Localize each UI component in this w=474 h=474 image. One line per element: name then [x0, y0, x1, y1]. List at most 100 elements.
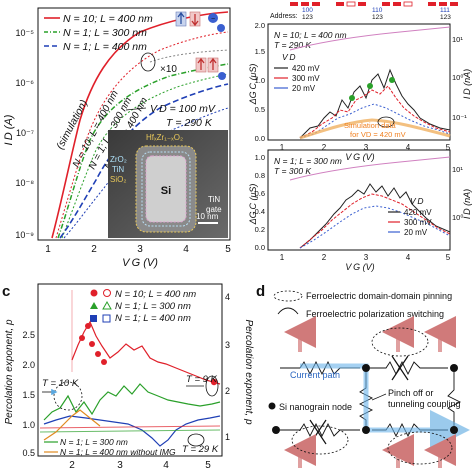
- inset-hf: HfₓZr₁₋ₓO₂: [146, 133, 183, 142]
- c-xtick-3: 4: [163, 460, 169, 471]
- panel-a-ylabel: I D (A): [3, 114, 15, 145]
- tem-inset: HfₓZr₁₋ₓO₂ ZrO₂ TiN SiO₂ Si TiN gate 10 …: [108, 130, 228, 238]
- panel-a-curve-green-2: [61, 73, 229, 239]
- c-flat-green: [39, 429, 221, 433]
- panel-a-xticks: 1 2 3 4 5: [45, 244, 231, 255]
- b-bot-blue: [299, 205, 451, 249]
- panel-d: d Ferroelectric domain-domain pinning Fe…: [256, 283, 470, 468]
- b-top-sim-label: Simulation data: [344, 121, 397, 130]
- inset-sio: SiO₂: [110, 175, 126, 184]
- panel-a-ytick-5: 10⁻⁹: [15, 230, 34, 240]
- panel-c-frame: [37, 283, 223, 457]
- panel-a-legend: N = 10; L = 400 nm N = 1; L = 300 nm N =…: [44, 13, 153, 53]
- panel-a-ytick-1: 10⁻⁵: [16, 28, 35, 38]
- inset-si: Si: [161, 185, 171, 197]
- b-bot-xtick-1: 1: [280, 253, 285, 262]
- b-top-vd-title: V D: [282, 52, 296, 62]
- b-bot-line-1: N = 1; L = 300 nm: [274, 156, 342, 166]
- d-pinning: Ferroelectric domain-domain pinning: [306, 291, 452, 301]
- c-flat-red: [39, 425, 221, 429]
- panel-a-temp: T = 290 K: [166, 117, 213, 129]
- c-t9: T = 9 K: [186, 374, 218, 385]
- b-top-ytick-2: 0.5: [255, 105, 265, 114]
- c-ytick-2: 1.0: [22, 420, 35, 430]
- c-ytick-r4: 4: [225, 292, 230, 302]
- b-bot-red: [299, 193, 451, 249]
- panel-a-xlabel: V G (V): [122, 257, 158, 269]
- inset-tin-gate: TiN: [208, 195, 220, 204]
- panel-b: Address: 100 123 110 123 111 123 N = 10;…: [248, 1, 472, 272]
- panel-a-yticks: 10⁻⁵ 10⁻⁶ 10⁻⁷ 10⁻⁸ 10⁻⁹: [15, 28, 34, 240]
- b-top-line-2: T = 290 K: [274, 40, 311, 50]
- panel-a: 10⁻⁵ 10⁻⁶ 10⁻⁷ 10⁻⁸ 10⁻⁹ 1 2 3 4 5 I D (…: [3, 7, 231, 269]
- b-bot-black: [299, 183, 451, 249]
- c-red-line: [71, 320, 221, 385]
- b-bot-ytick-2: 0.2: [255, 225, 265, 234]
- b-bot-xtick-4: 4: [406, 253, 411, 262]
- c-legend-3: N = 1; L = 400 nm: [115, 313, 191, 324]
- panel-c-legend: N = 10; L = 400 nm N = 1; L = 300 nm N =…: [90, 289, 196, 324]
- panel-d-label: d: [256, 283, 265, 300]
- d-pinning-ellipse-bottom: [291, 425, 349, 455]
- c-ytick-4: 2.0: [22, 360, 35, 370]
- panel-a-xtick-3: 3: [137, 244, 143, 255]
- spin-arrows-icon-2: [195, 57, 226, 80]
- c-ytick-3: 1.5: [22, 390, 35, 400]
- panel-a-legend-1: N = 10; L = 400 nm: [63, 13, 153, 25]
- address-3b: 123: [440, 14, 451, 21]
- panel-a-x10: ×10: [160, 64, 177, 75]
- c-ytick-r2: 2: [225, 386, 230, 396]
- b-top-ylabel-right: I D (nA): [462, 69, 472, 99]
- b-bot-ylabel: ΔG C (μS): [248, 184, 258, 226]
- c-flat-orange: [43, 409, 101, 441]
- c-ytick-1: 0.5: [22, 448, 35, 458]
- b-top-green-dot-2: [367, 83, 373, 89]
- c-t9-ellipse: [205, 375, 219, 397]
- b-bot-ytick-r1: 10⁰: [452, 213, 463, 222]
- b-top-xtick-1: 1: [280, 143, 285, 152]
- b-top-blue: [299, 103, 451, 139]
- panel-a-legend-3: N = 1; L = 400 nm: [63, 41, 147, 53]
- b-top-ytick-r3: 10¹: [452, 35, 463, 44]
- b-bot-legend-1: 420 mV: [404, 208, 432, 217]
- inset-scale: 10 nm: [196, 212, 219, 221]
- panel-c: c N = 10; L = 400 nm N = 1; L = 300 nm N…: [2, 283, 254, 471]
- b-bot-ytick-3: 0.4: [255, 207, 265, 216]
- panel-a-ytick-4: 10⁻⁸: [15, 178, 34, 188]
- panel-a-curve-blue-2: [63, 107, 229, 239]
- b-top-xtick-5: 5: [446, 143, 451, 152]
- address-2b: 123: [372, 14, 383, 21]
- b-top-ytick-5: 2.0: [255, 21, 265, 30]
- b-top-line-1: N = 10; L = 400 nm: [274, 30, 347, 40]
- b-bot-vd-title: V D: [410, 196, 424, 206]
- panel-b-bottom: N = 1; L = 300 nm T = 300 K V D 420 mV 3…: [248, 149, 472, 272]
- c-ylabel-right: Percolation exponent, p: [243, 319, 254, 425]
- address-2: 110: [372, 7, 383, 14]
- b-bot-legend-3: 20 mV: [404, 228, 428, 237]
- b-bot-ytick-1: 0.0: [255, 243, 265, 252]
- b-top-ylabel: ΔG C (μS): [248, 64, 258, 106]
- address-1b: 123: [302, 14, 313, 21]
- address-prefix: Address:: [270, 13, 298, 20]
- panel-a-curve-red-sim: [55, 31, 229, 239]
- b-bot-ytick-6: 1.0: [255, 153, 265, 162]
- c-t10-ellipse: [53, 381, 83, 411]
- b-top-idcurve: [289, 26, 451, 51]
- panel-a-legend-2: N = 1; L = 300 nm: [63, 27, 147, 39]
- d-node: Si nanograin node: [279, 402, 352, 412]
- c-ylabel: Percolation exponent, p: [4, 319, 15, 425]
- d-switching: Ferroelectric polarization switching: [306, 309, 444, 319]
- d-pinning-ellipse-top: [371, 327, 429, 357]
- c-xtick-1: 2: [69, 460, 75, 471]
- c-legend-1: N = 10; L = 400 nm: [115, 289, 196, 300]
- c-ytick-r1: 1: [225, 432, 230, 442]
- panel-c-label: c: [2, 283, 10, 300]
- c-t29: T = 29 K: [182, 444, 219, 455]
- panel-a-ytick-3: 10⁻⁷: [16, 128, 34, 138]
- c-t29-ellipse: [187, 433, 205, 447]
- b-bot-line-2: T = 300 K: [274, 166, 311, 176]
- spin-arrows-icon: −: [175, 11, 225, 32]
- b-bot-xtick-5: 5: [446, 253, 451, 262]
- c-ytick-r3: 3: [225, 340, 230, 350]
